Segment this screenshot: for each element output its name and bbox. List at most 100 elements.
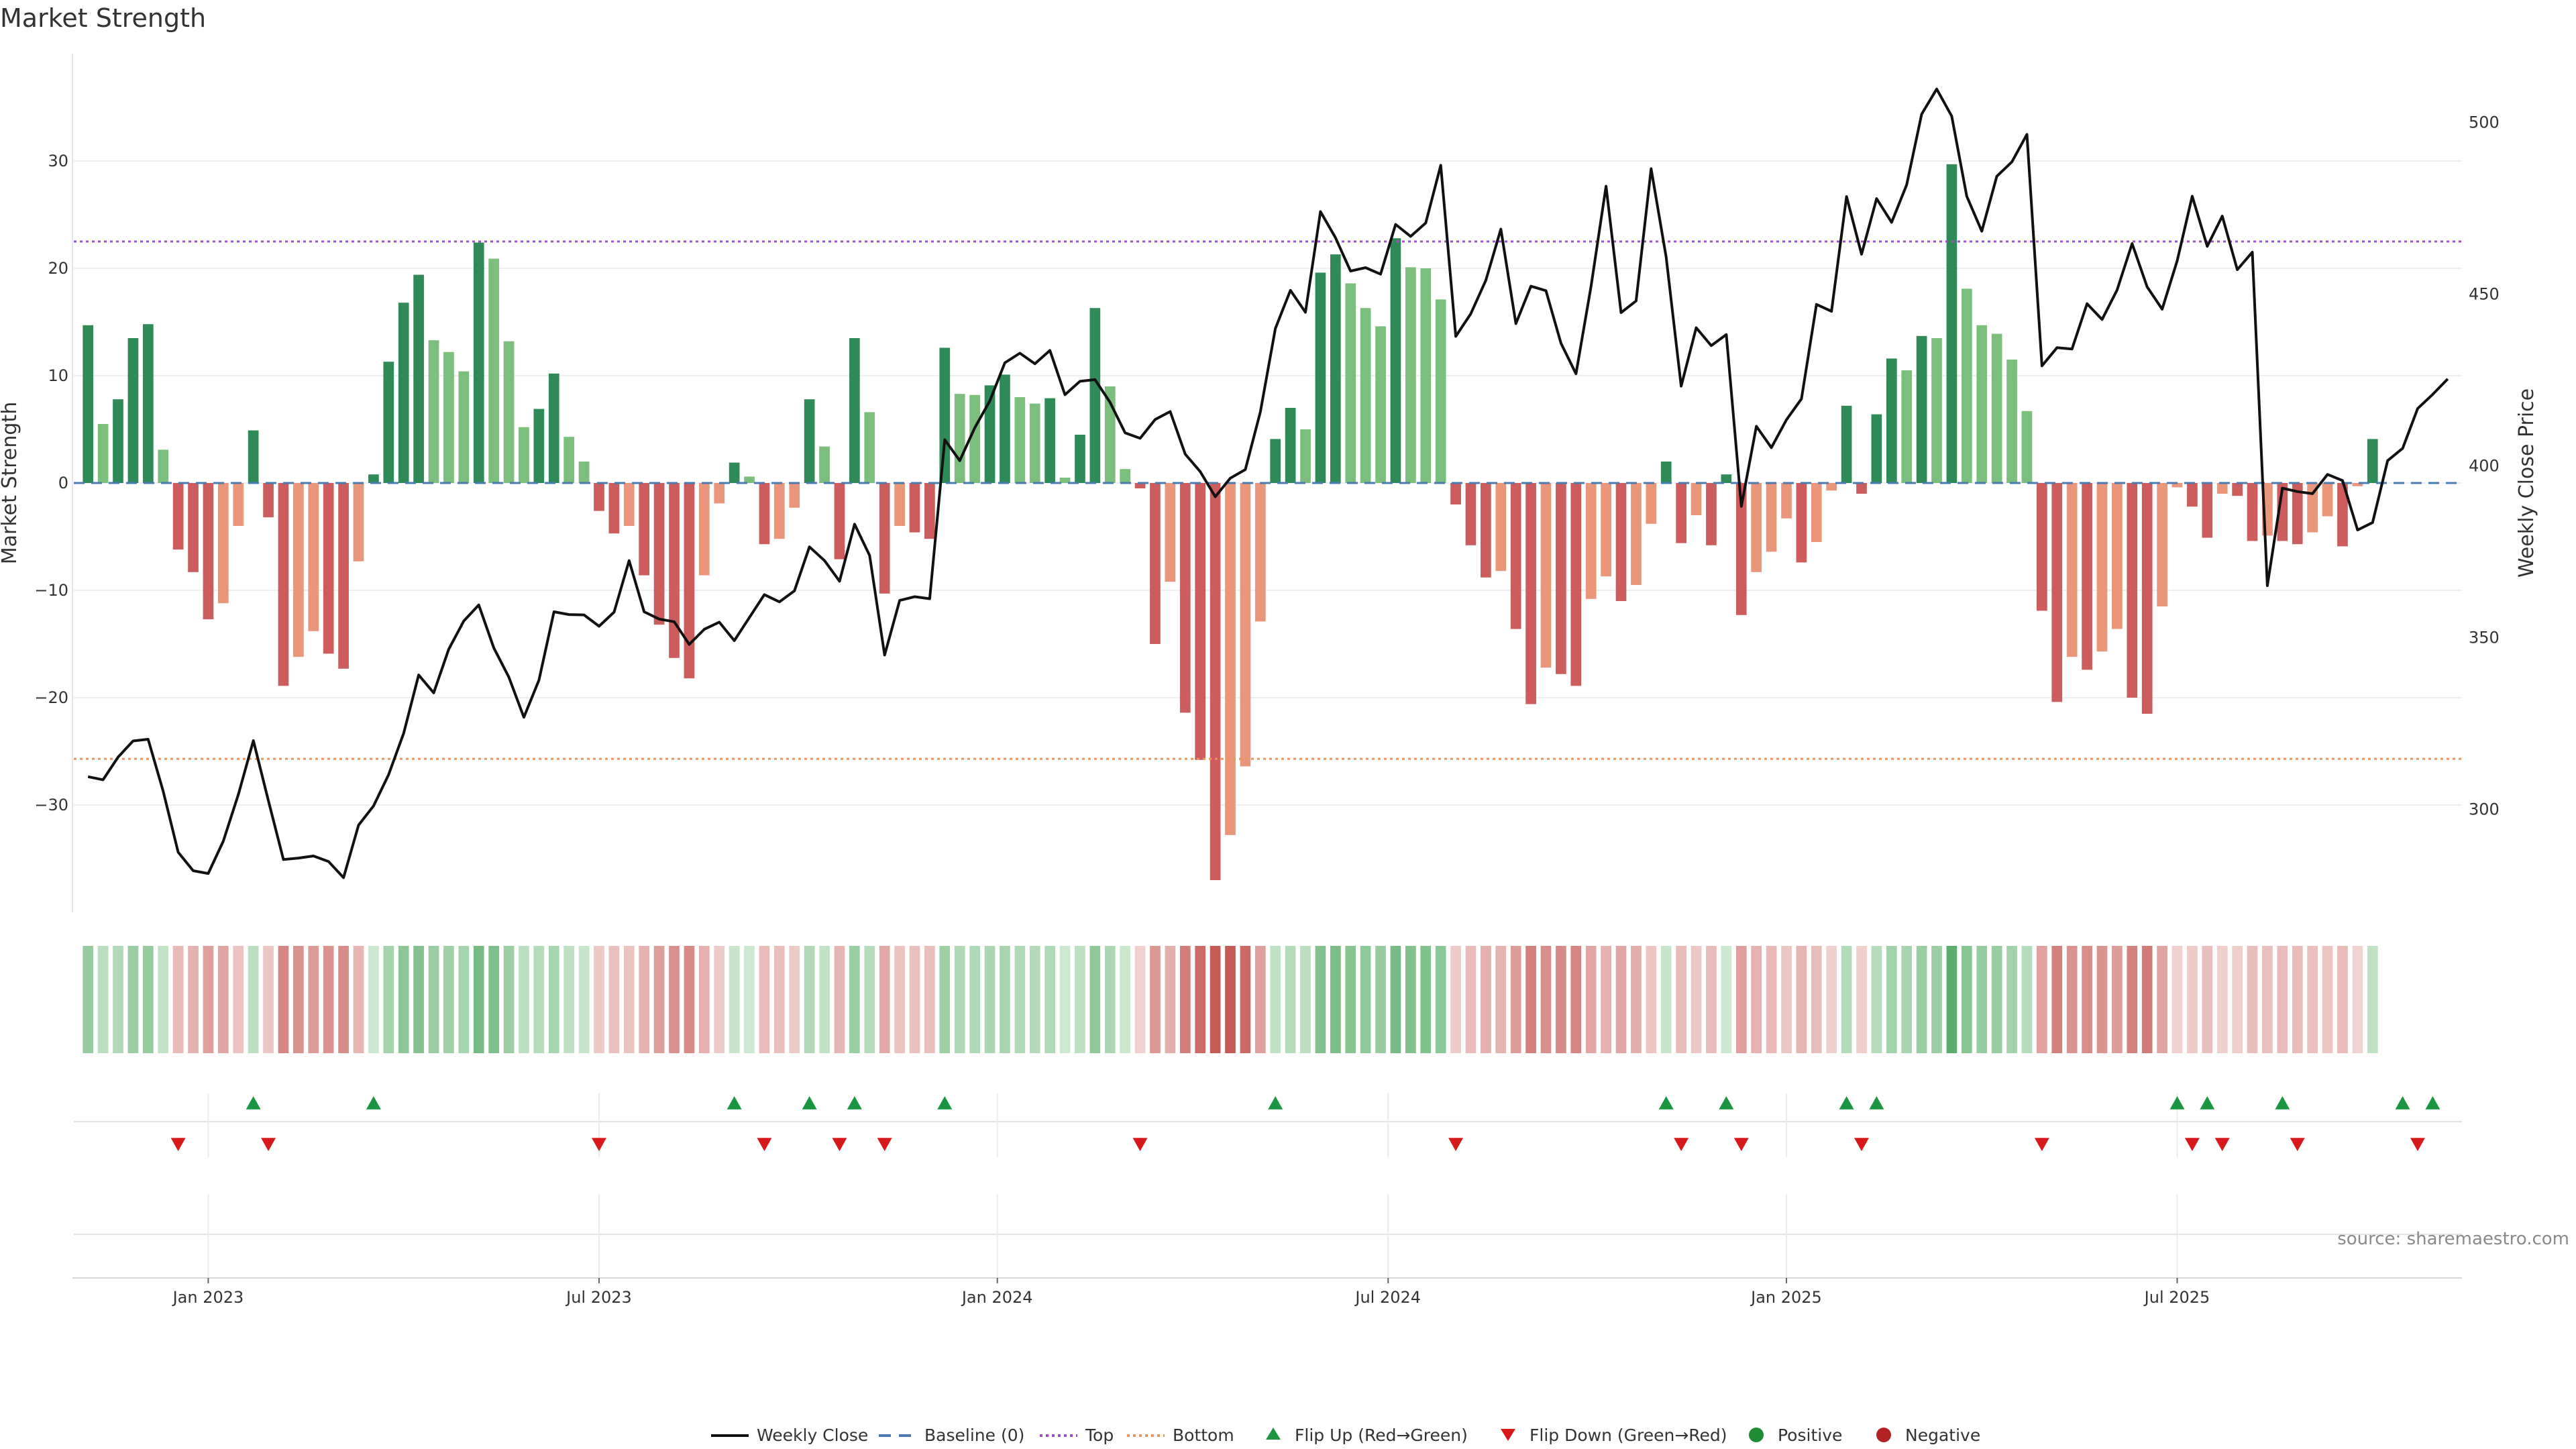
strength-bar [1089,308,1101,483]
heat-cell [398,946,409,1053]
heat-cell [172,946,184,1053]
strength-bar [1165,483,1176,582]
heat-cell [1075,946,1085,1053]
strength-bar [698,483,710,576]
heat-cell [1375,946,1386,1053]
heat-cell [158,946,169,1053]
heat-cell [1254,946,1266,1053]
strength-bar [1044,398,1055,483]
x-axis: Jan 2023 Jul 2023 Jan 2024 Jul 2024 Jan 2025… [72,1277,2462,1307]
heat-cell [2037,946,2047,1053]
legend-item: Flip Down (Green→Red) [1501,1426,1727,1445]
strength-bar [1976,325,1988,483]
strength-bar [819,446,830,483]
strength-bar [1766,483,1777,552]
flip-up-marker [1658,1096,1674,1110]
strength-bar [1465,483,1477,545]
strength-bar [639,483,650,576]
strength-bar [1210,483,1221,880]
strength-bar [1601,483,1611,577]
flip-down-marker [1448,1138,1464,1151]
strength-bar [744,476,755,483]
legend-swatch-flip-up [1266,1428,1281,1440]
heat-cell [789,946,800,1053]
strength-bar [1781,483,1792,519]
strength-bar [1285,408,1296,483]
strength-bar [458,371,470,483]
heat-cell [1179,946,1191,1053]
heat-cell [1390,946,1401,1053]
strength-bar [984,385,996,483]
heat-cell [1120,946,1130,1053]
heat-cell [2066,946,2078,1053]
flip-up-marker [2395,1096,2410,1110]
heat-cell [2141,946,2153,1053]
strength-bar [203,483,214,620]
heat-cell [473,946,484,1053]
heat-cell [308,946,319,1053]
heat-cell [1510,946,1521,1053]
strength-bar [2232,483,2243,496]
heat-cell [1134,946,1146,1053]
weekly-close-series [87,87,2449,879]
strength-bar [714,483,725,504]
left-tick-label: 0 [58,474,68,492]
strength-bar [1000,374,1010,483]
strength-bar [218,483,229,604]
strength-bar [1676,483,1686,543]
strength-bar [1510,483,1521,629]
strength-bar [533,409,545,483]
strength-bar [1435,299,1446,483]
strength-bar [413,274,424,483]
chart-title: Market Strength [0,3,206,33]
heat-cell [698,946,710,1053]
strength-bar [1029,403,1040,483]
heat-cell [1781,946,1792,1053]
heat-cell [1706,946,1717,1053]
legend-item: Positive [1749,1426,1842,1445]
strength-bar [1886,358,1897,483]
strength-bar [1796,483,1807,563]
strength-bar [2202,483,2213,538]
heat-cell [293,946,304,1053]
heat-cell [2216,946,2228,1053]
strength-bar [1195,483,1206,760]
legend-label: Negative [1905,1426,1980,1445]
strength-bar [158,449,169,483]
heat-cell [669,946,680,1053]
strength-bar [1420,268,1432,483]
heat-cell [1330,946,1341,1053]
strength-bar [1901,370,1913,483]
strength-bar [2141,483,2153,714]
heat-cell [443,946,454,1053]
flip-down-marker [2214,1138,2230,1151]
x-tick-label: Jan 2023 [172,1288,244,1307]
heat-cell [1766,946,1777,1053]
flip-up-marker [847,1096,862,1110]
legend-item: Bottom [1127,1426,1234,1445]
heat-cell [127,946,139,1053]
heat-cell [248,946,259,1053]
right-tick-label: 350 [2469,628,2500,647]
heat-cell [413,946,424,1053]
strength-bar [2322,483,2333,517]
heat-cell [519,946,529,1053]
strength-bar [2187,483,2198,507]
heat-cell [2277,946,2288,1053]
flip-up-marker [802,1096,817,1110]
heat-cell [1721,946,1732,1053]
strength-bar [2367,439,2378,483]
heat-cell [1165,946,1176,1053]
heat-cell [1285,946,1296,1053]
strength-bar [519,427,529,483]
heat-cell [1601,946,1611,1053]
heat-cell [1570,946,1582,1053]
heat-cell [864,946,875,1053]
strength-bar [773,483,785,539]
flip-up-marker [1268,1096,1283,1110]
strength-bar [2037,483,2047,611]
strength-bar [2216,483,2228,494]
heat-cell [1751,946,1762,1053]
strength-bar [2337,483,2348,547]
heat-cell [533,946,545,1053]
